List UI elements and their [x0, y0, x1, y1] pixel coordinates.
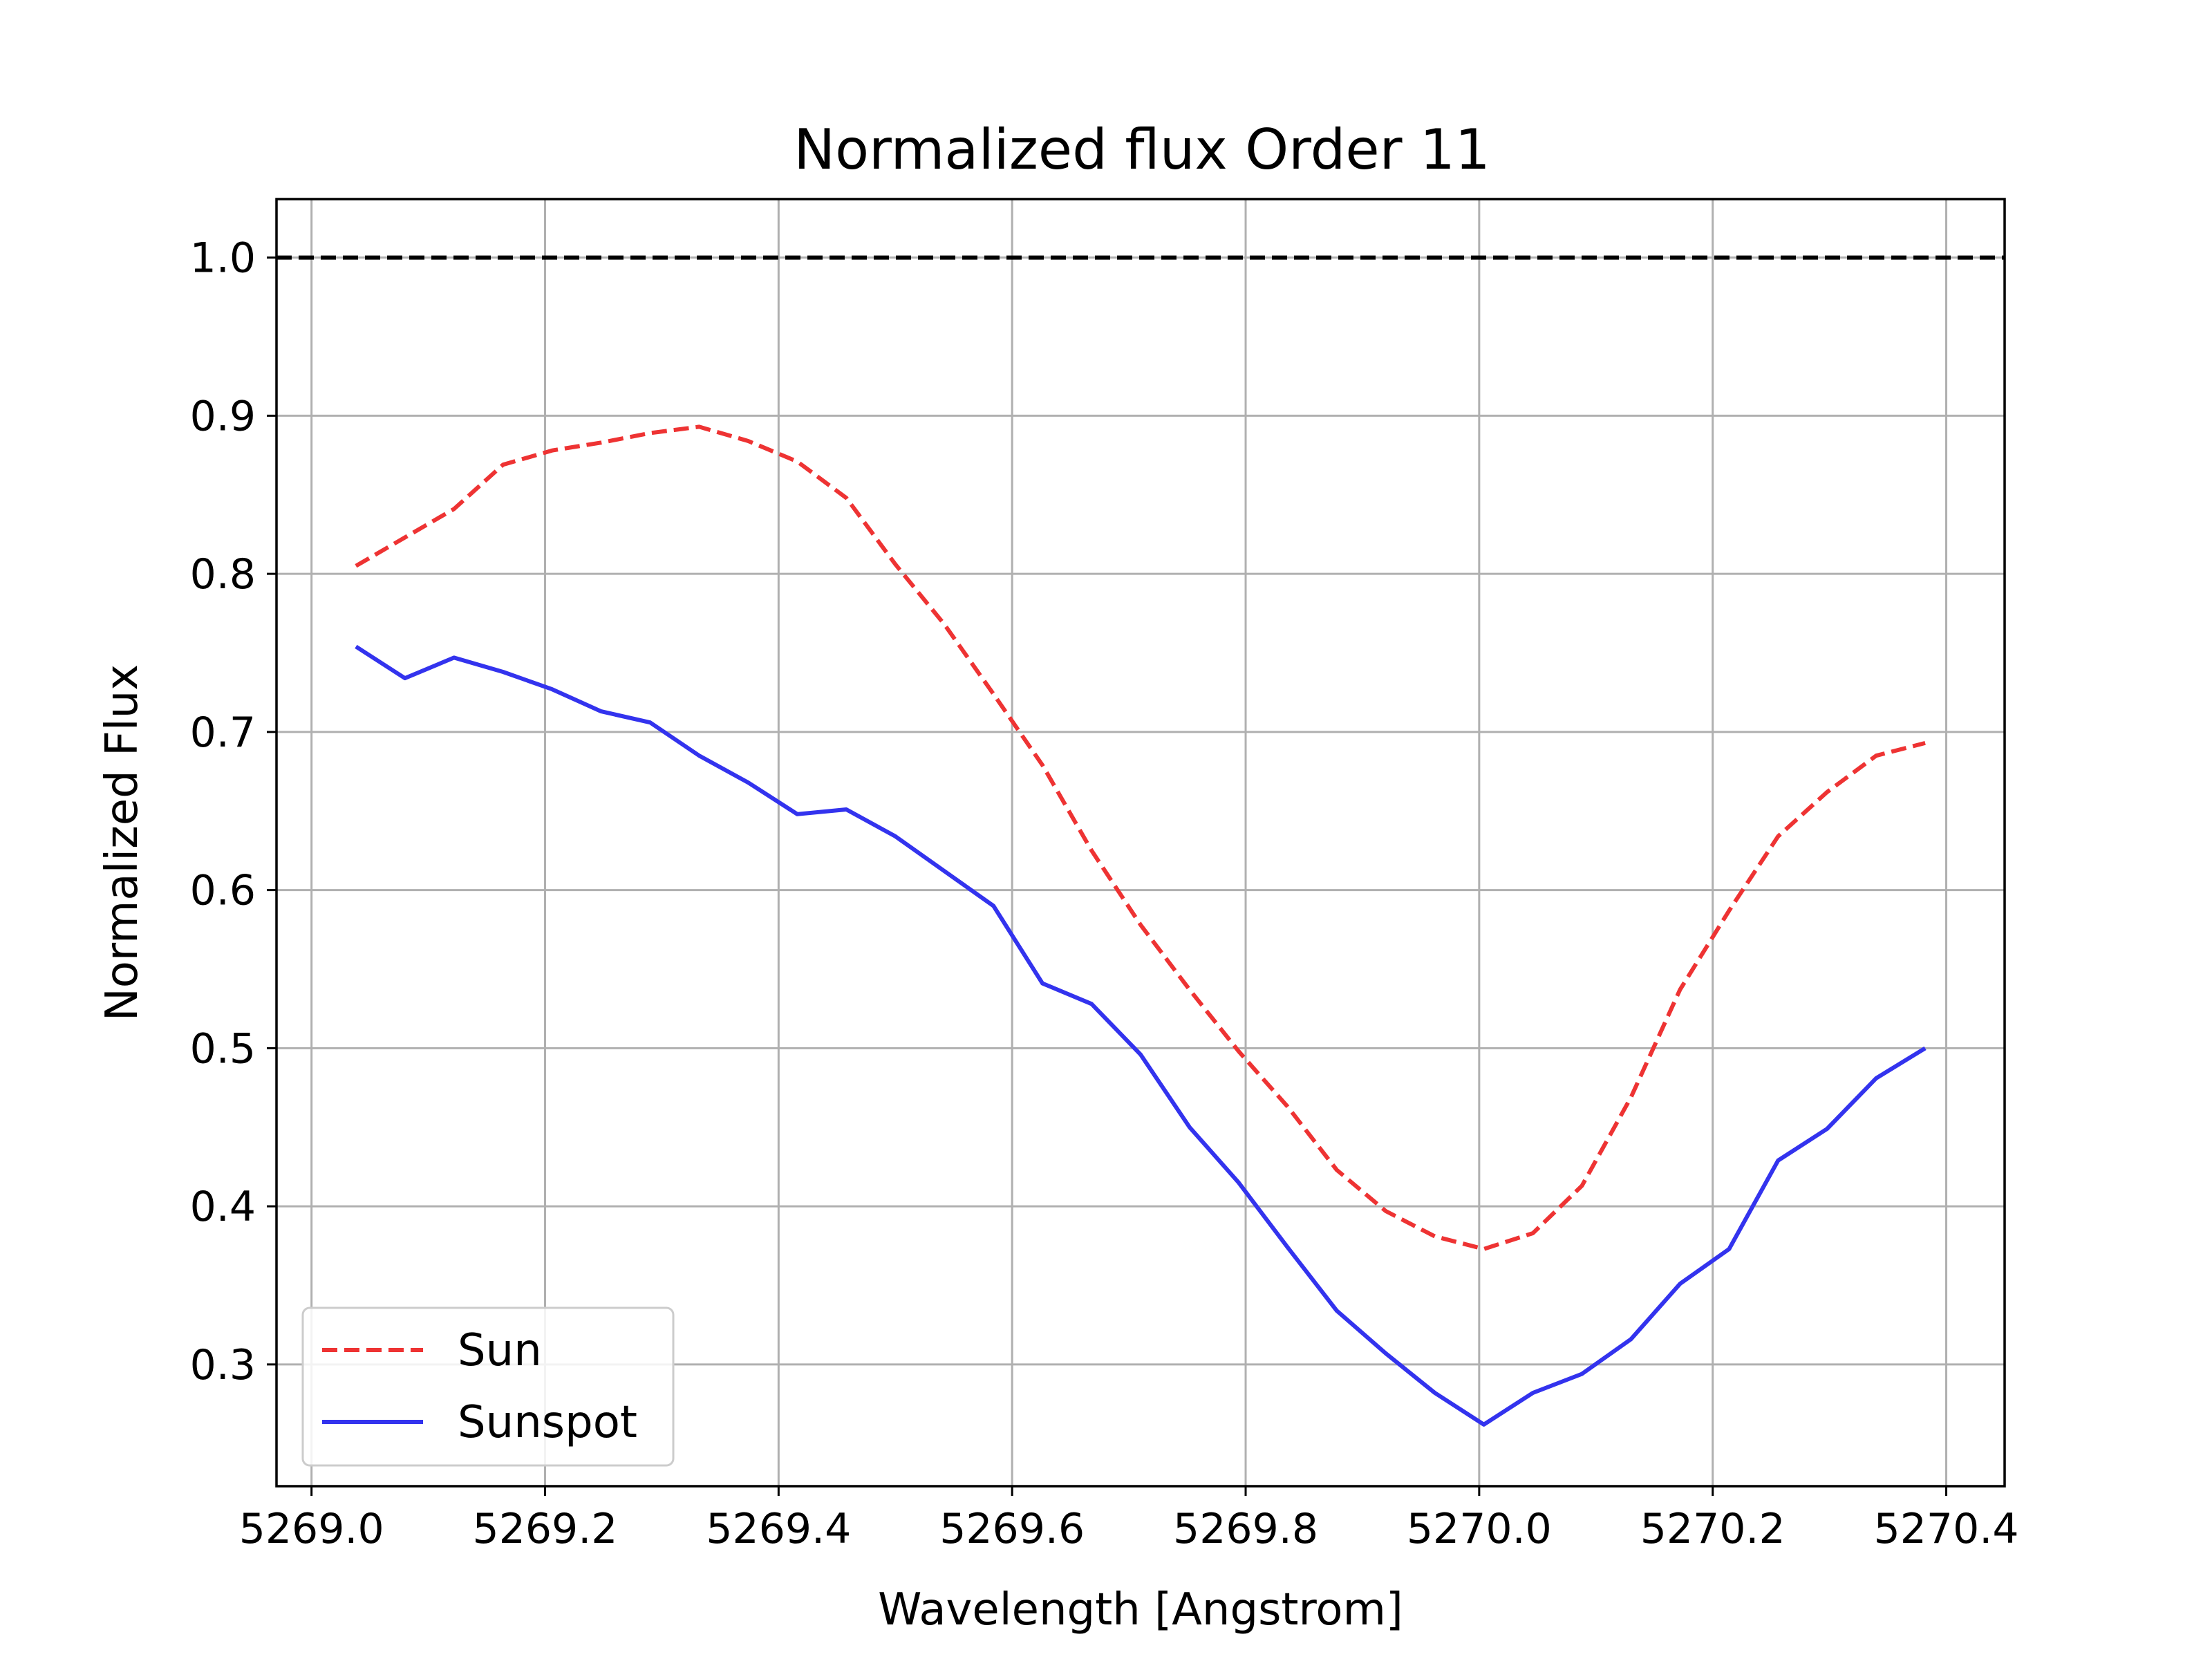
series-line-sunspot: [355, 644, 1927, 1427]
y-axis-label: Normalized Flux: [97, 664, 148, 1021]
legend: Sun Sunspot: [301, 1306, 675, 1467]
x-tick-label: 5269.6: [939, 1505, 1085, 1553]
legend-label-sun: Sun: [458, 1325, 542, 1376]
y-tick-label: 0.9: [190, 392, 256, 440]
y-tick-label: 0.8: [190, 550, 256, 599]
y-tick-label: 0.5: [190, 1024, 256, 1073]
y-tick-label: 0.6: [190, 867, 256, 915]
y-ticks: 0.3 0.4 0.5 0.6 0.7 0.8 0.9 1.0: [190, 234, 276, 1389]
y-tick-label: 1.0: [190, 234, 256, 283]
x-tick-label: 5269.0: [239, 1505, 384, 1553]
y-tick-label: 0.3: [190, 1341, 256, 1389]
legend-box: [301, 1306, 675, 1467]
chart-title: Normalized flux Order 11: [794, 118, 1490, 182]
plot-frame: [275, 198, 2006, 1488]
x-axis-label: Wavelength [Angstrom]: [878, 1584, 1403, 1635]
x-ticks: 5269.0 5269.2 5269.4 5269.6 5269.8 5270.0 5270…: [239, 1486, 2019, 1553]
series-line-sun: [355, 424, 1926, 1251]
x-tick-label: 5269.4: [706, 1505, 851, 1553]
series-lines: [355, 424, 1927, 1427]
legend-label-sunspot: Sunspot: [458, 1397, 637, 1448]
x-tick-label: 5270.2: [1640, 1505, 1785, 1553]
x-tick-label: 5269.8: [1173, 1505, 1318, 1553]
x-tick-label: 5270.0: [1407, 1505, 1552, 1553]
x-tick-label: 5269.2: [473, 1505, 618, 1553]
y-tick-label: 0.7: [190, 709, 256, 757]
y-tick-label: 0.4: [190, 1183, 256, 1231]
x-tick-label: 5270.4: [1874, 1505, 2019, 1553]
